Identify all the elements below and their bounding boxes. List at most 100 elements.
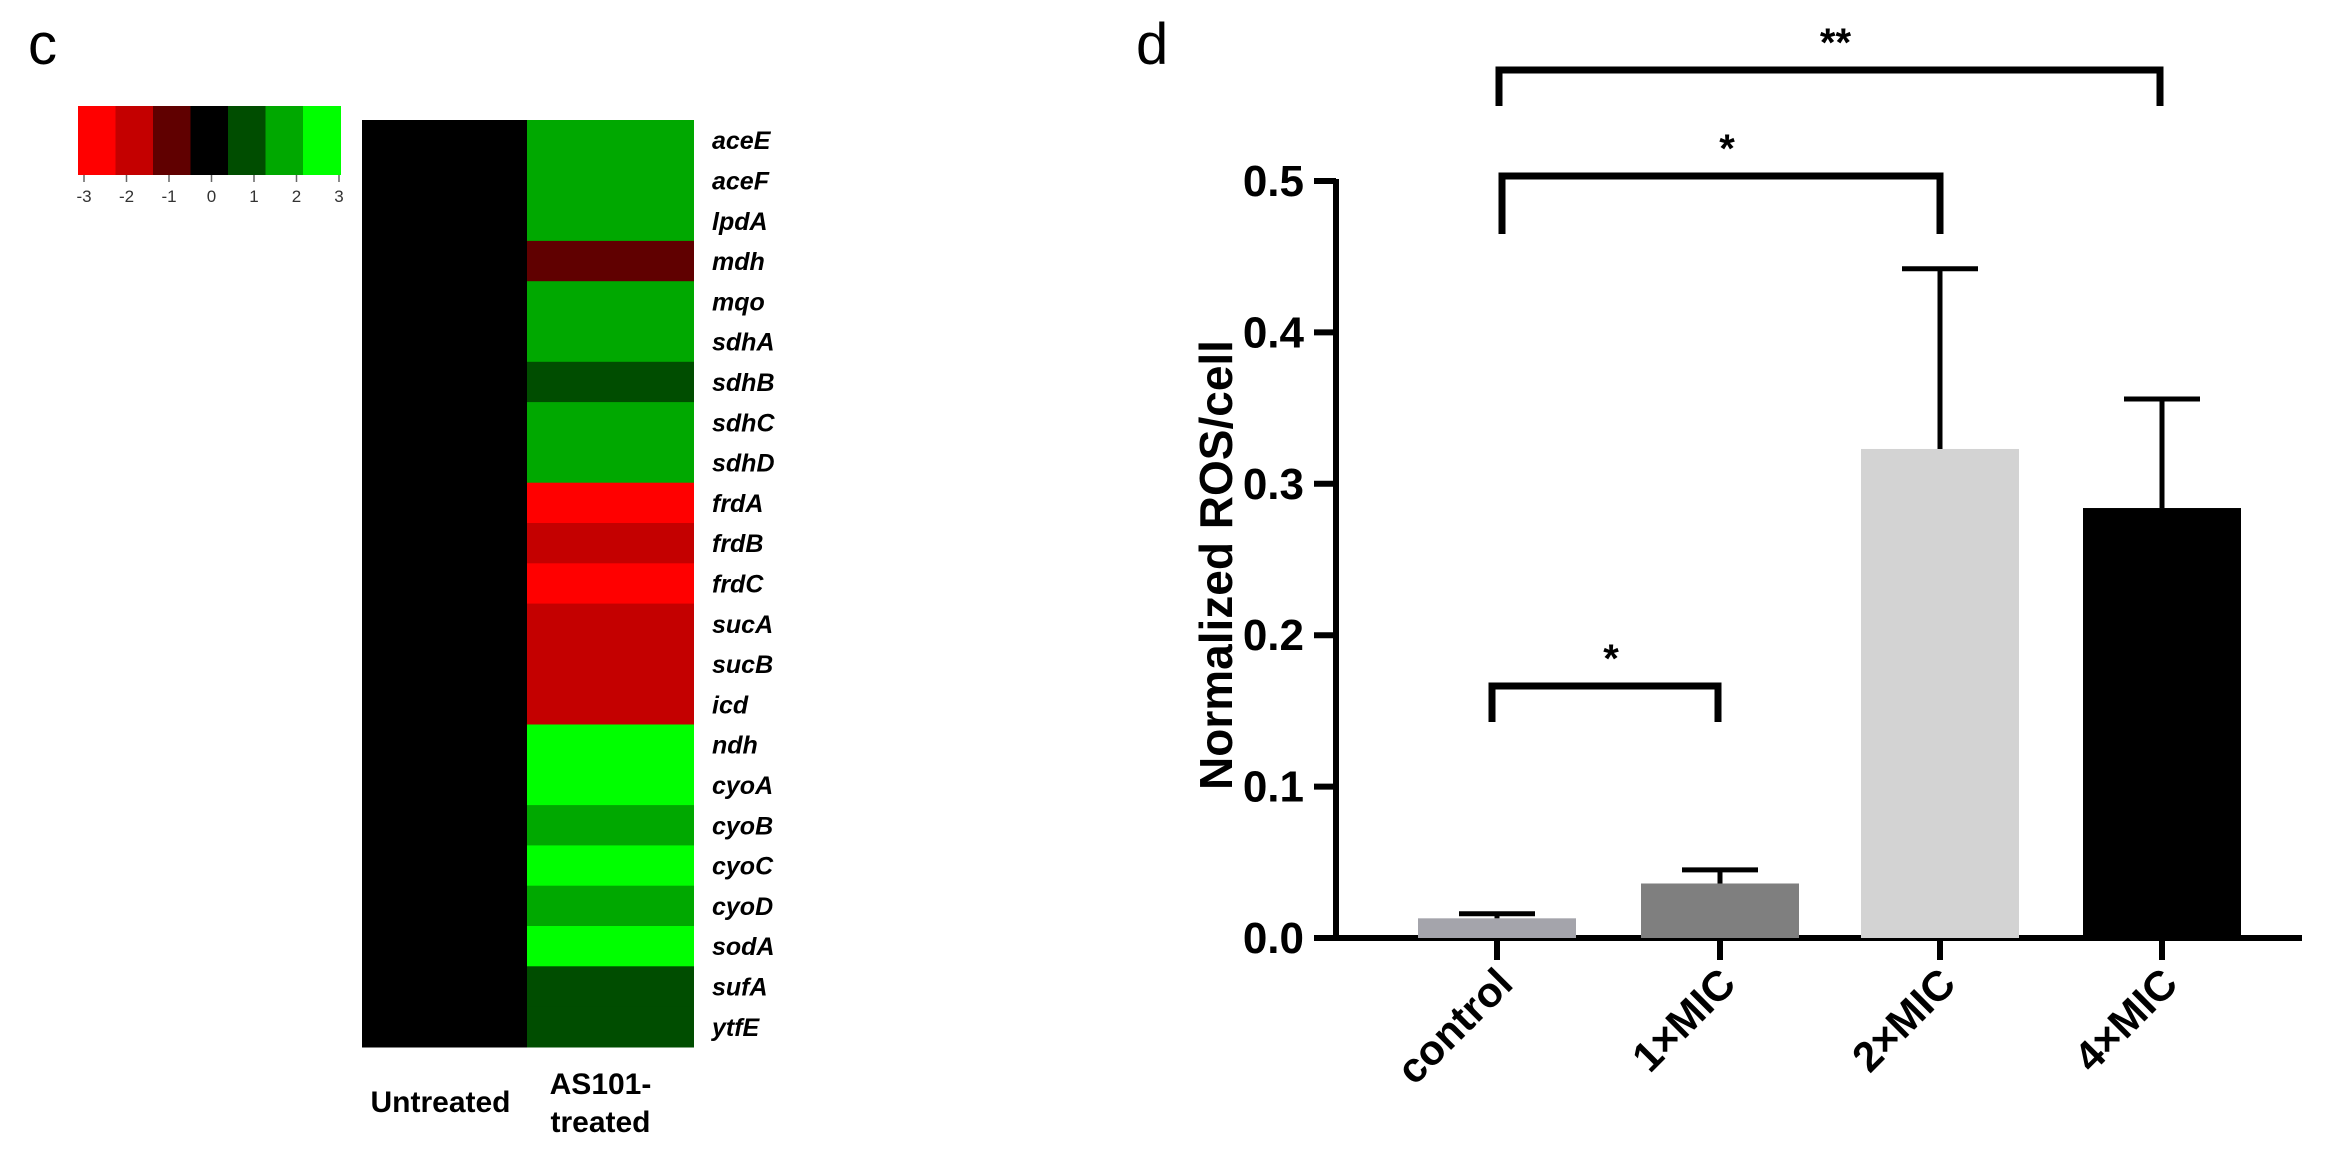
gene-label: sodA bbox=[712, 933, 775, 961]
gene-label: aceF bbox=[712, 167, 770, 195]
x-tick-label: 1×MIC bbox=[1623, 959, 1745, 1081]
y-axis-label: Normalized ROS/cell bbox=[1190, 340, 1242, 790]
heatmap-cell-untreated bbox=[362, 1006, 528, 1048]
heatmap-cell-treated bbox=[527, 523, 694, 564]
heatmap-cell-untreated bbox=[362, 482, 528, 524]
scale-tick-label: -1 bbox=[161, 187, 176, 206]
heatmap-cell-treated bbox=[527, 724, 694, 766]
scale-swatch bbox=[303, 106, 341, 175]
scale-swatch bbox=[228, 106, 266, 175]
scale-swatch bbox=[265, 106, 304, 175]
scale-tick-label: 2 bbox=[292, 187, 301, 206]
color-scale-bar: -3 -2 -1 0 1 2 3 bbox=[76, 106, 344, 206]
heatmap-cell-treated bbox=[527, 120, 694, 161]
gene-label: sufA bbox=[712, 973, 768, 1001]
scale-swatch bbox=[78, 106, 116, 175]
heatmap-cell-treated bbox=[527, 885, 694, 927]
heatmap-cell-treated bbox=[527, 684, 694, 726]
scale-swatch bbox=[115, 106, 154, 175]
x-axis: control 1×MIC 2×MIC 4×MIC bbox=[1333, 935, 2302, 1093]
significance-label: * bbox=[1603, 637, 1619, 681]
gene-labels: aceE aceF lpdA mdh mqo sdhA sdhB sdhC sdhD frdA fr… bbox=[710, 127, 775, 1042]
heatmap-cell-treated bbox=[527, 845, 694, 887]
heatmap-cell-treated bbox=[527, 1006, 694, 1048]
y-tick-label: 0.5 bbox=[1243, 157, 1304, 206]
heatmap-cell-treated bbox=[527, 603, 694, 645]
heatmap-cell-untreated bbox=[362, 926, 528, 967]
significance-label: * bbox=[1719, 127, 1735, 171]
bar bbox=[1641, 883, 1799, 938]
y-tick-label: 0.3 bbox=[1243, 460, 1304, 509]
heatmap-cell-untreated bbox=[362, 643, 528, 685]
gene-label: lpdA bbox=[712, 208, 768, 236]
gene-label: cyoD bbox=[712, 893, 773, 921]
gene-label: sdhD bbox=[712, 450, 775, 478]
heatmap-cell-untreated bbox=[362, 684, 528, 726]
heatmap-cell-treated bbox=[527, 200, 694, 242]
bar bbox=[2083, 508, 2241, 938]
heatmap-cell-treated bbox=[527, 160, 694, 202]
y-tick-label: 0.4 bbox=[1243, 308, 1305, 357]
y-tick-label: 0.1 bbox=[1243, 763, 1304, 812]
heatmap-cell-untreated bbox=[362, 966, 528, 1008]
column-label-treated: treated bbox=[550, 1106, 650, 1139]
heatmap-cell-untreated bbox=[362, 523, 528, 564]
heatmap-cell-untreated bbox=[362, 200, 528, 242]
gene-label: frdA bbox=[712, 490, 763, 518]
heatmap-cell-untreated bbox=[362, 361, 528, 403]
gene-label: mdh bbox=[712, 248, 765, 276]
heatmap-cell-treated bbox=[527, 764, 694, 806]
heatmap-cell-treated bbox=[527, 321, 694, 363]
heatmap-cell-treated bbox=[527, 240, 694, 282]
heatmap-cell-treated bbox=[527, 442, 694, 484]
scale-tick-label: -3 bbox=[76, 187, 91, 206]
heatmap-cell-untreated bbox=[362, 845, 528, 887]
x-tick-label: 2×MIC bbox=[1843, 959, 1965, 1081]
heatmap-cell-treated bbox=[527, 643, 694, 685]
gene-label: sdhA bbox=[712, 329, 775, 357]
scale-tick-label: 1 bbox=[249, 187, 258, 206]
scale-swatch bbox=[153, 106, 191, 175]
significance-brackets: **** bbox=[1488, 21, 2164, 722]
gene-label: cyoA bbox=[712, 772, 773, 800]
heatmap-cell-untreated bbox=[362, 402, 528, 443]
gene-label: sucB bbox=[712, 651, 773, 679]
heatmap-cell-untreated bbox=[362, 764, 528, 806]
column-label-untreated: Untreated bbox=[370, 1086, 510, 1119]
heatmap-cell-untreated bbox=[362, 240, 528, 282]
heatmap-cell-untreated bbox=[362, 321, 528, 363]
scale-swatch bbox=[190, 106, 229, 175]
gene-label: sucA bbox=[712, 611, 773, 639]
heatmap-cell-treated bbox=[527, 926, 694, 967]
panel-letter-c: c bbox=[28, 12, 57, 77]
bars bbox=[1418, 266, 2241, 938]
y-axis: 0.0 0.1 0.2 0.3 0.4 0.5 bbox=[1243, 157, 1339, 963]
heatmap-cell-untreated bbox=[362, 603, 528, 645]
significance-bracket bbox=[1498, 172, 1944, 234]
heatmap-cell-untreated bbox=[362, 442, 528, 484]
heatmap-cell-treated bbox=[527, 966, 694, 1008]
gene-label: frdB bbox=[712, 530, 763, 558]
heatmap-cell-untreated bbox=[362, 160, 528, 202]
gene-label: cyoC bbox=[712, 853, 774, 881]
gene-label: sdhB bbox=[712, 369, 775, 397]
x-tick-label: control bbox=[1387, 959, 1521, 1093]
y-tick-label: 0.2 bbox=[1243, 611, 1304, 660]
bar-chart: Normalized ROS/cell 0.0 0.1 0.2 0.3 0.4 0.5 c… bbox=[1190, 21, 2302, 1093]
y-tick-label: 0.0 bbox=[1243, 914, 1304, 963]
gene-label: frdC bbox=[712, 570, 764, 598]
scale-tick-label: 0 bbox=[207, 187, 216, 206]
column-label-treated: AS101- bbox=[550, 1068, 652, 1101]
significance-bracket bbox=[1495, 66, 2164, 106]
column-labels: Untreated AS101- treated bbox=[370, 1068, 651, 1139]
gene-label: ndh bbox=[712, 732, 758, 760]
gene-label: cyoB bbox=[712, 812, 773, 840]
heatmap-cell-treated bbox=[527, 563, 694, 605]
heatmap-cell-treated bbox=[527, 482, 694, 524]
scale-tick-label: -2 bbox=[119, 187, 134, 206]
heatmap-cell-treated bbox=[527, 402, 694, 443]
heatmap-cell-untreated bbox=[362, 120, 528, 161]
heatmap-cell-untreated bbox=[362, 885, 528, 927]
gene-label: icd bbox=[712, 691, 749, 719]
